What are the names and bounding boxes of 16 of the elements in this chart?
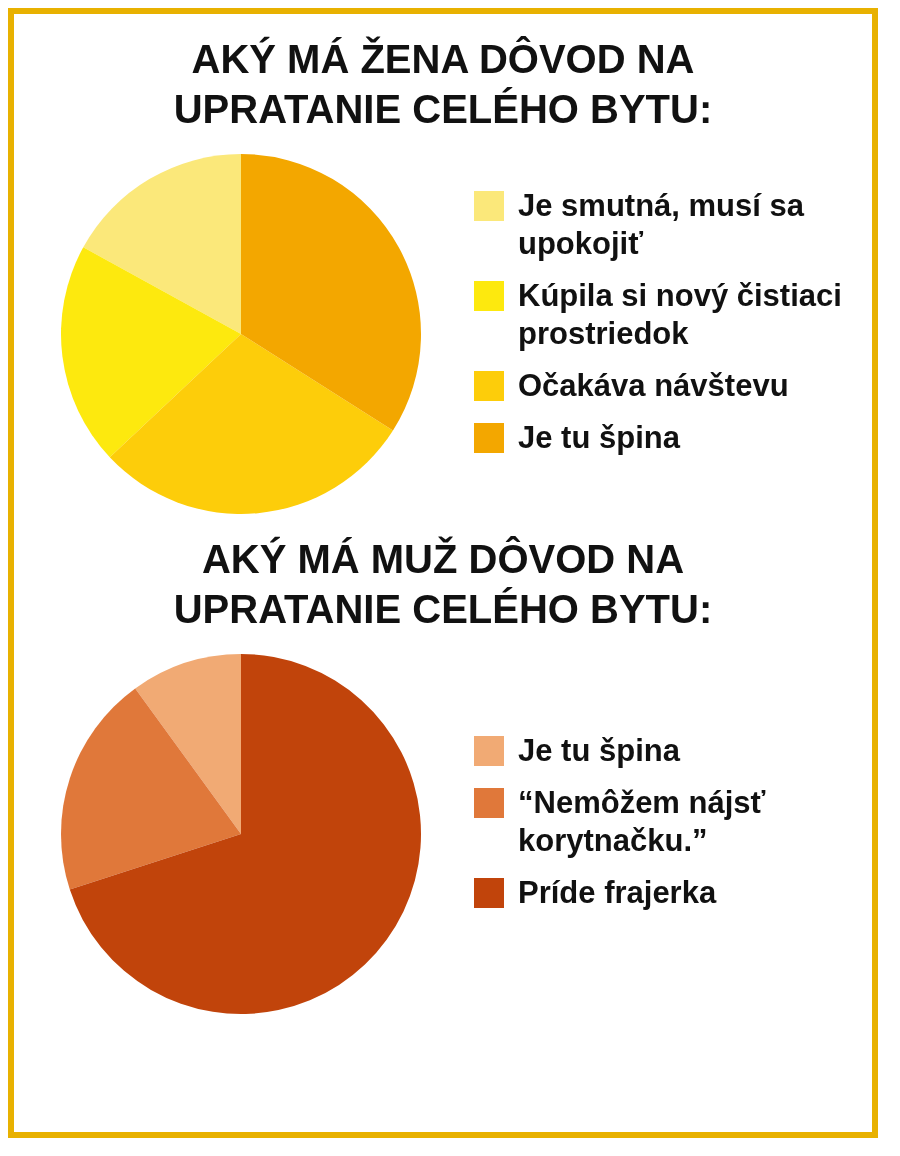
- legend-label: Je smutná, musí sa upokojiť: [518, 187, 806, 263]
- pie-slice: [135, 654, 241, 834]
- legend-label: Je tu špina: [518, 419, 680, 457]
- legend-label: “Nemôžem nájsť korytnačku.”: [518, 784, 767, 860]
- pie-slice: [61, 688, 241, 890]
- legend-label: Kúpila si nový čistiaci prostriedok: [518, 277, 843, 353]
- legend-label: Je tu špina: [518, 732, 680, 770]
- pie-slice: [83, 154, 241, 334]
- chart-title: AKÝ MÁ MUŽ DÔVOD NA UPRATANIE CELÉHO BYTU:: [172, 535, 714, 633]
- pie-slice: [69, 654, 421, 1014]
- pie-slice: [61, 247, 241, 458]
- legend-label: Očakáva návštevu: [518, 367, 789, 405]
- legend-label: Príde frajerka: [518, 874, 717, 912]
- chart-title: AKÝ MÁ ŽENA DÔVOD NA UPRATANIE CELÉHO BYTU:: [172, 35, 714, 133]
- pie-slice: [241, 154, 421, 431]
- pie-slice: [109, 334, 393, 514]
